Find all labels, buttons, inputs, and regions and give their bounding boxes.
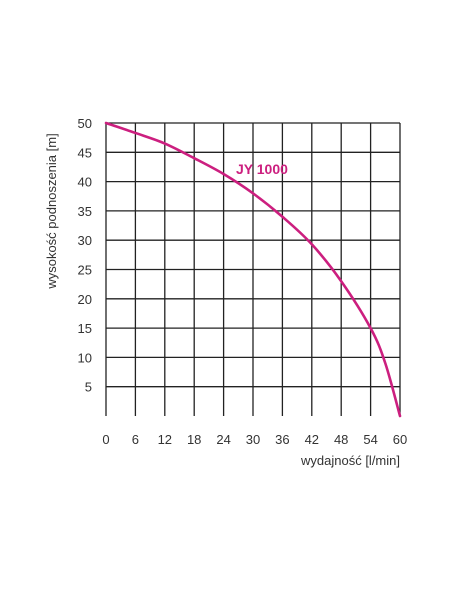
y-tick-label: 35: [78, 204, 92, 219]
y-axis-label: wysokość podnoszenia [m]: [44, 133, 59, 289]
curve-layer: [104, 121, 402, 418]
y-tick-label: 25: [78, 263, 92, 278]
x-tick-label: 48: [334, 432, 348, 447]
x-tick-label: 42: [305, 432, 319, 447]
series-line: [104, 121, 402, 418]
y-tick-label: 50: [78, 116, 92, 131]
y-tick-label: 20: [78, 292, 92, 307]
series-label: JY 1000: [236, 161, 288, 177]
y-tick-label: 40: [78, 175, 92, 190]
x-tick-label: 60: [393, 432, 407, 447]
grid-layer: [105, 122, 401, 416]
x-tick-label: 36: [275, 432, 289, 447]
x-tick-label: 24: [216, 432, 230, 447]
tick-label-layer: 0 6 12 18 24 30 36 42 48 54 60 5 10 15 20 25 30 35 40 45 50: [78, 116, 408, 447]
x-tick-label: 18: [187, 432, 201, 447]
x-tick-label: 54: [363, 432, 377, 447]
x-tick-label: 6: [132, 432, 139, 447]
y-tick-label: 45: [78, 145, 92, 160]
y-tick-label: 30: [78, 233, 92, 248]
y-tick-label: 10: [78, 350, 92, 365]
x-axis-label: wydajność [l/min]: [300, 453, 400, 468]
x-tick-label: 0: [102, 432, 109, 447]
x-tick-label: 30: [246, 432, 260, 447]
x-tick-label: 12: [158, 432, 172, 447]
y-tick-label: 15: [78, 321, 92, 336]
y-tick-label: 5: [85, 380, 92, 395]
